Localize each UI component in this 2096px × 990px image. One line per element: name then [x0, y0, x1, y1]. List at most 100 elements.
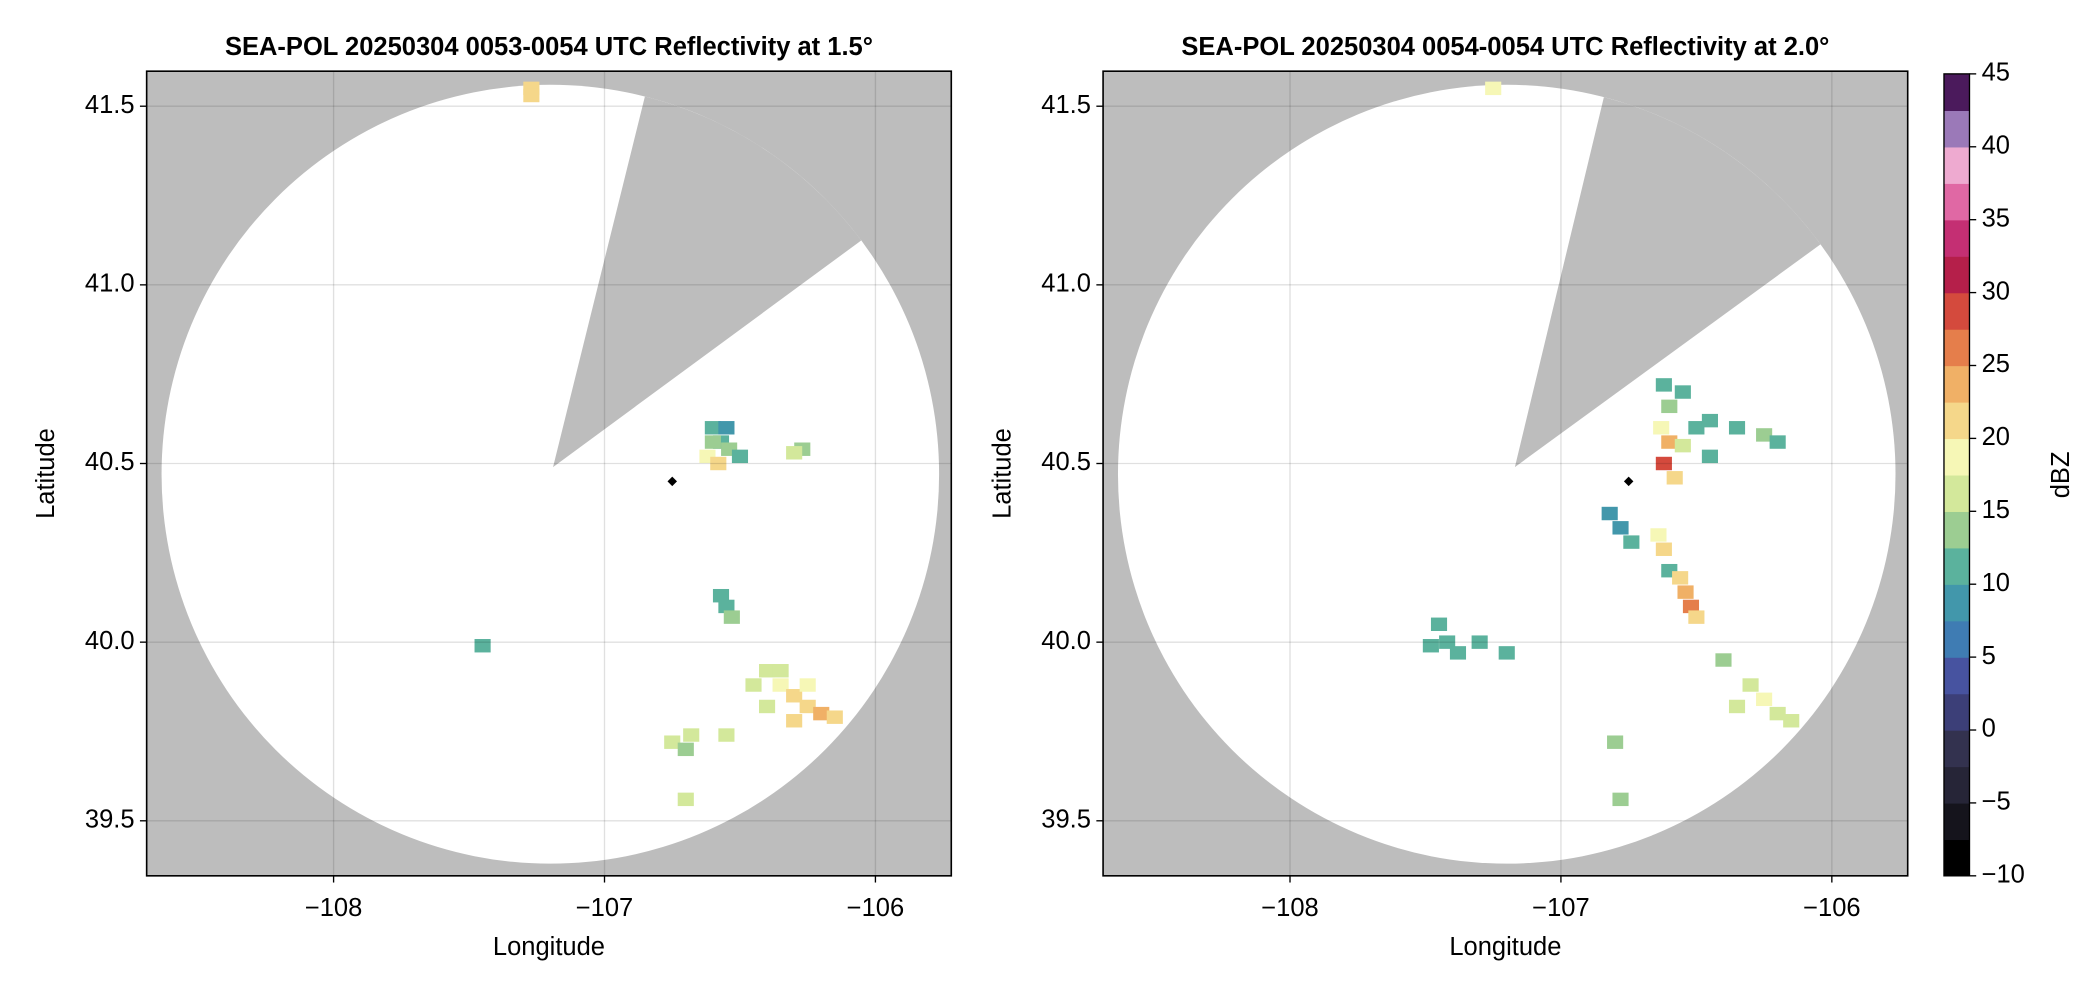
- colorbar-tick-label: 40: [1982, 132, 2010, 160]
- echo-cell: [758, 699, 776, 714]
- radar-site: [1623, 476, 1634, 487]
- echo-cell: [718, 421, 735, 435]
- echo-cell: [745, 678, 762, 692]
- colorbar-bin: [1943, 474, 1970, 512]
- y-tick-label: 41.5: [85, 91, 135, 119]
- echo-cell: [1650, 528, 1667, 542]
- echo-cell: [1682, 599, 1700, 614]
- colorbar-bin: [1943, 547, 1970, 585]
- echo-cell: [677, 792, 694, 807]
- echo-cell: [786, 446, 803, 460]
- echo-cell: [1688, 610, 1705, 624]
- echo-cell: [718, 599, 735, 614]
- blocked-sector: [553, 95, 862, 468]
- echo-cell: [1498, 646, 1515, 660]
- echo-cell: [1666, 471, 1683, 485]
- colorbar-tick-label: −5: [1982, 788, 2011, 816]
- echo-cell: [1655, 456, 1672, 471]
- colorbar-bin: [1943, 802, 1970, 841]
- echo-cell: [1655, 542, 1672, 556]
- colorbar-bin: [1943, 584, 1970, 622]
- plot-area: [146, 71, 952, 876]
- echo-cell: [1612, 521, 1629, 535]
- colorbar-frame: [1943, 73, 1971, 877]
- colorbar-bin: [1943, 183, 1970, 221]
- echo-cell: [1756, 692, 1773, 707]
- echo-cell: [1485, 81, 1502, 96]
- colorbar-tick-label: 25: [1982, 350, 2010, 378]
- y-axis-label: Latitude: [32, 428, 60, 519]
- echo-cell: [813, 706, 830, 721]
- echo-cell: [799, 699, 816, 714]
- echo-cell: [1715, 653, 1732, 667]
- echo-cell: [1769, 435, 1786, 449]
- colorbar-bin: [1943, 766, 1970, 804]
- echo-cell: [1422, 639, 1439, 653]
- colorbar-tick-label: 5: [1982, 642, 1996, 670]
- echo-cell: [1661, 435, 1678, 449]
- colorbar-tick-label: 20: [1982, 423, 2010, 451]
- colorbar-bin: [1943, 839, 1970, 877]
- colorbar-bin: [1943, 292, 1970, 330]
- echo-cell: [1783, 714, 1800, 728]
- blocked-sector: [1514, 95, 1824, 468]
- colorbar-bin: [1943, 657, 1970, 695]
- echo-cell: [799, 678, 816, 692]
- y-axis-label: Latitude: [988, 428, 1016, 519]
- x-axis-label: Longitude: [493, 933, 605, 961]
- x-tick-label: −106: [1803, 894, 1860, 922]
- echo-cell: [712, 588, 730, 603]
- x-axis-label: Longitude: [1449, 933, 1561, 961]
- echo-cell: [474, 639, 491, 653]
- echo-cell: [677, 742, 694, 757]
- colorbar-tick-label: 30: [1982, 277, 2010, 305]
- y-tick-label: 40.0: [1041, 627, 1091, 655]
- y-tick-label: 41.5: [1041, 91, 1091, 119]
- y-tick-label: 41.0: [85, 270, 135, 298]
- echo-cell: [826, 710, 843, 724]
- plot-frame: [145, 70, 953, 877]
- echo-cell: [1674, 385, 1691, 399]
- echo-cell: [772, 664, 789, 678]
- x-tick-label: −108: [1261, 894, 1318, 922]
- colorbar-bin: [1943, 365, 1970, 403]
- x-tick-label: −106: [847, 894, 904, 922]
- echo-cell: [1674, 438, 1691, 453]
- echo-cell: [1742, 678, 1759, 692]
- echo-cell: [786, 689, 803, 703]
- echo-cell: [786, 714, 803, 728]
- radar-site: [667, 476, 677, 487]
- echo-cell: [1471, 635, 1488, 649]
- echo-cell: [1430, 617, 1448, 632]
- colorbar-tick-label: 15: [1982, 496, 2010, 524]
- colorbar-tick-label: 45: [1982, 59, 2010, 87]
- x-tick-label: −107: [1532, 894, 1589, 922]
- chart-title: SEA-POL 20250304 0054-0054 UTC Reflectiv…: [1181, 33, 1829, 61]
- echo-cell: [1623, 535, 1640, 549]
- echo-cell: [1661, 399, 1678, 414]
- echo-cell: [1601, 506, 1618, 521]
- y-tick-label: 40.5: [85, 448, 135, 476]
- y-tick-label: 41.0: [1041, 270, 1091, 298]
- echo-cell: [710, 456, 727, 471]
- colorbar-label: dBZ: [2047, 451, 2075, 498]
- y-tick-label: 39.5: [85, 806, 135, 834]
- plot-frame: [1102, 70, 1909, 877]
- colorbar-bin: [1943, 146, 1970, 184]
- colorbar-bin: [1943, 329, 1970, 367]
- echo-cell: [1688, 421, 1705, 435]
- echo-cell: [1449, 646, 1467, 660]
- echo-cell: [683, 728, 700, 742]
- echo-cell: [1701, 413, 1718, 428]
- echo-cell: [1439, 635, 1456, 649]
- plot-area: [1103, 71, 1908, 876]
- colorbar-bin: [1943, 256, 1970, 294]
- colorbar-bin: [1943, 401, 1970, 440]
- colorbar-bin: [1943, 620, 1970, 658]
- colorbar-bin: [1943, 438, 1970, 476]
- colorbar-bin: [1943, 511, 1970, 549]
- colorbar-bin: [1943, 73, 1970, 112]
- echo-cell: [664, 735, 681, 749]
- x-tick-label: −107: [576, 894, 633, 922]
- echo-cell: [1728, 699, 1746, 714]
